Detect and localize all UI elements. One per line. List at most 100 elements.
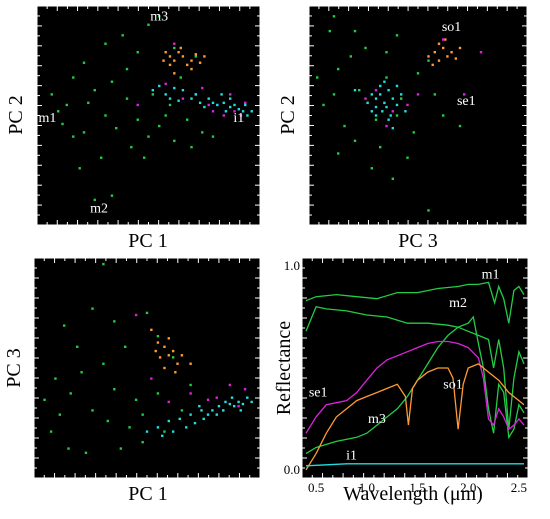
data-point (203, 55, 206, 58)
data-point (43, 398, 46, 401)
data-point (385, 76, 388, 79)
data-point (72, 76, 75, 79)
data-point (374, 88, 378, 92)
data-point (233, 404, 236, 408)
data-point (171, 349, 175, 353)
data-point (76, 345, 79, 348)
x-tick-label: 1.0 (359, 480, 375, 495)
series-line-se1 (305, 340, 525, 434)
data-point (78, 167, 81, 170)
data-point (343, 124, 346, 128)
data-point (383, 101, 386, 105)
data-point (190, 97, 193, 100)
y-tick-label: 0.0 (284, 462, 300, 477)
data-point (400, 93, 403, 96)
data-point (385, 51, 388, 54)
data-point (241, 402, 245, 406)
data-point (211, 110, 215, 113)
data-point (143, 156, 146, 159)
data-point (190, 59, 193, 62)
data-point (163, 366, 166, 370)
data-point (416, 93, 420, 96)
data-point (224, 110, 228, 113)
annotation-label: m1 (482, 267, 500, 282)
data-point (353, 139, 357, 143)
data-point (385, 105, 388, 109)
data-point (244, 101, 247, 105)
chart-panel-2: PC 3 PC 2 so1 se1 (277, 5, 528, 252)
data-point (442, 38, 445, 41)
data-point (337, 152, 340, 155)
data-point (141, 413, 144, 416)
data-point (102, 362, 105, 365)
data-point (180, 354, 184, 357)
data-point (50, 93, 53, 96)
data-point (332, 15, 336, 18)
data-point (168, 55, 172, 58)
data-point (168, 63, 172, 67)
data-point (181, 55, 185, 58)
data-point (379, 84, 382, 88)
data-point (316, 76, 319, 79)
data-point (167, 354, 170, 357)
data-point (454, 57, 457, 60)
data-point (239, 114, 243, 117)
data-point (228, 402, 232, 406)
data-point (246, 396, 249, 399)
x-axis-label: Wavelength (μm) (343, 483, 483, 505)
annotation-label: se1 (309, 386, 328, 401)
data-point (332, 93, 336, 96)
data-point (389, 114, 392, 117)
annotation-label: m3 (368, 412, 386, 427)
series-line-m1 (305, 281, 525, 324)
data-point (65, 103, 68, 107)
data-point (381, 110, 384, 113)
data-point (113, 320, 116, 323)
data-point (364, 46, 367, 50)
data-point (164, 93, 167, 96)
annotation-label: i1 (346, 449, 357, 464)
data-point (200, 409, 203, 412)
data-point (353, 29, 357, 33)
data-point (102, 262, 105, 266)
data-point (128, 426, 131, 429)
data-point (179, 76, 182, 79)
data-point (150, 377, 153, 380)
data-point (395, 84, 399, 88)
data-point (134, 313, 138, 317)
data-point (404, 110, 407, 113)
data-point (136, 103, 139, 107)
data-point (104, 42, 107, 45)
data-point (215, 413, 218, 416)
data-point (176, 362, 179, 365)
data-point (171, 430, 175, 433)
data-point (72, 135, 75, 138)
data-point (201, 131, 204, 134)
data-point (201, 86, 204, 90)
data-point (246, 114, 249, 117)
data-point (206, 398, 210, 401)
data-point (156, 341, 160, 344)
data-point (189, 392, 192, 395)
series-line-so1 (305, 363, 525, 471)
data-point (173, 42, 176, 45)
data-point (463, 93, 466, 96)
data-point (437, 42, 441, 45)
data-point (158, 84, 161, 88)
data-point (222, 409, 225, 412)
data-point (167, 419, 170, 423)
data-point (189, 362, 192, 365)
data-point (241, 110, 245, 113)
data-point (173, 59, 176, 62)
data-point (203, 105, 206, 109)
data-point (173, 72, 176, 75)
data-point (391, 110, 394, 113)
data-point (124, 345, 127, 348)
data-point (250, 110, 253, 113)
chart-panel-3: PC 1 PC 3 (3, 257, 261, 505)
data-point (229, 105, 232, 109)
data-point (444, 38, 447, 41)
chart-panel-4: Wavelength (μm) Reflectance 0.5 1.0 1.5 2.0 2.… (273, 257, 529, 505)
data-point (222, 114, 225, 117)
